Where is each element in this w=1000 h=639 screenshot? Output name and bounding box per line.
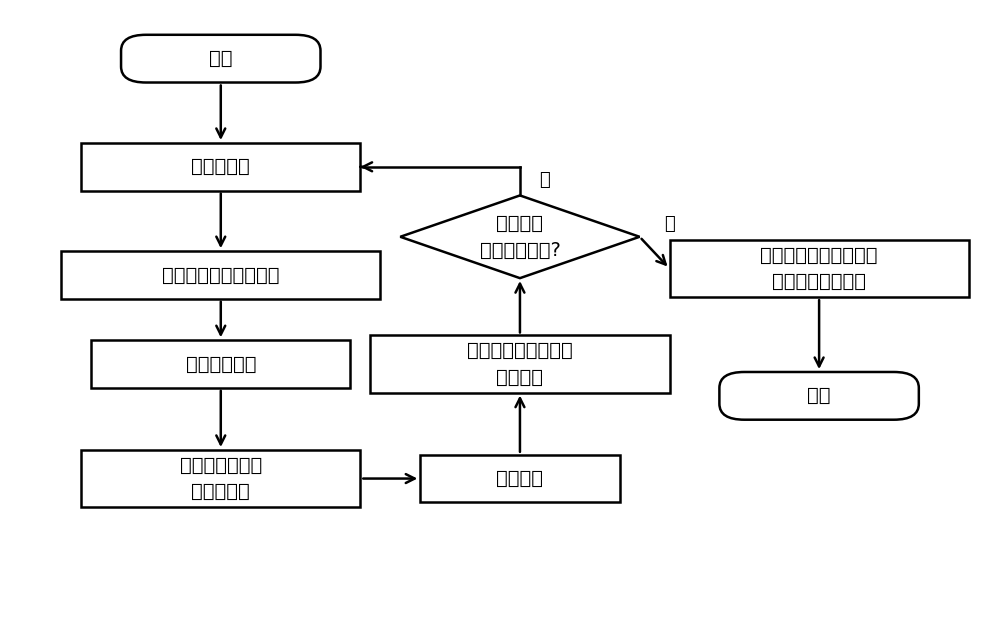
Text: 检查越界粒子并重置
越界粒子: 检查越界粒子并重置 越界粒子 xyxy=(467,341,573,387)
Text: 计算所有粒子的适应度: 计算所有粒子的适应度 xyxy=(162,265,280,284)
Bar xyxy=(670,240,969,297)
FancyBboxPatch shape xyxy=(719,372,919,420)
FancyBboxPatch shape xyxy=(121,35,320,82)
Text: 迁移粒子: 迁移粒子 xyxy=(496,469,543,488)
Text: 算法初始化: 算法初始化 xyxy=(191,157,250,176)
Text: 输出全局最佳适应度和
全局最佳粒子位置: 输出全局最佳适应度和 全局最佳粒子位置 xyxy=(760,246,878,291)
Bar xyxy=(81,143,360,190)
Text: 结束: 结束 xyxy=(807,387,831,405)
Bar xyxy=(420,455,620,502)
Text: 计算聚集数量: 计算聚集数量 xyxy=(186,355,256,374)
Bar xyxy=(370,335,670,393)
Polygon shape xyxy=(400,196,640,278)
Bar xyxy=(61,251,380,299)
Text: 否: 否 xyxy=(540,171,550,189)
Text: 是否达到
最大迭代次数?: 是否达到 最大迭代次数? xyxy=(480,214,560,259)
Text: 开始: 开始 xyxy=(209,49,233,68)
Text: 是: 是 xyxy=(664,215,675,233)
Bar xyxy=(91,340,350,388)
Text: 划分聚集粒子和
非聚集粒子: 划分聚集粒子和 非聚集粒子 xyxy=(180,456,262,502)
Bar xyxy=(81,450,360,507)
